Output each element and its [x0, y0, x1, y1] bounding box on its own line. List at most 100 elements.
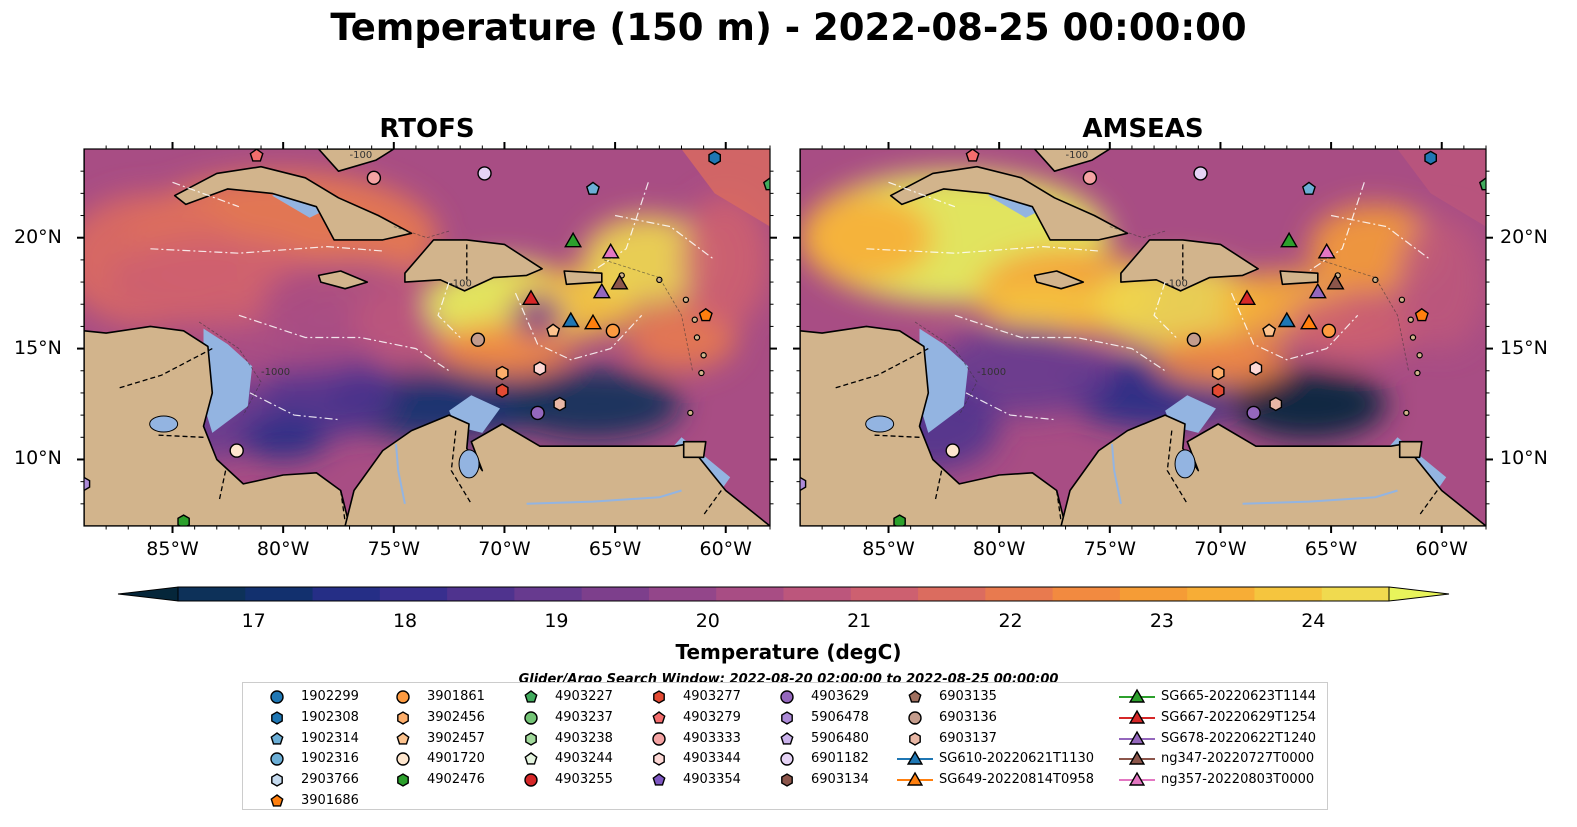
colorbar-segment: [1052, 587, 1121, 601]
marker-1902308: [708, 150, 721, 166]
eez-boundaries: [150, 181, 716, 421]
colorbar-segment: [1187, 587, 1255, 601]
land-trinidad: [1398, 440, 1423, 459]
legend-marker: [397, 710, 409, 725]
lat-tick-label: 15°N: [14, 336, 62, 359]
colorbar-segment: [648, 587, 717, 601]
colorbar-tick-label: 18: [392, 610, 418, 632]
legend-label: 6901182: [811, 751, 869, 767]
colorbar-segment: [514, 587, 583, 601]
legend-marker: [908, 690, 922, 703]
axis-ticks: [77, 142, 777, 533]
colorbar-segment: [178, 587, 246, 601]
land-puertorico: [563, 270, 603, 286]
legend-marker: [270, 690, 284, 704]
marker-4903333: [1082, 170, 1098, 186]
marker-3902457: [546, 323, 561, 337]
colorbar: [117, 586, 1450, 602]
land-cuba: [173, 165, 413, 241]
contour-label: -100: [1165, 278, 1188, 289]
legend-label: 1902314: [301, 730, 359, 746]
river: [1242, 489, 1398, 505]
legend-marker: [781, 773, 793, 787]
legend-marker: [909, 731, 921, 746]
panel-title-rtofs: RTOFS: [379, 114, 475, 144]
eez-boundaries: [866, 181, 1432, 421]
land-jamaica: [1033, 270, 1085, 290]
legend-marker: [652, 710, 666, 724]
lake-maracaibo: [1174, 449, 1196, 479]
colorbar-tick-label: 20: [695, 610, 720, 632]
legend-label: 4903629: [811, 689, 869, 704]
colorbar-tick-label: 22: [998, 610, 1023, 632]
marker-SG667-20220629T1254: [1237, 289, 1257, 305]
legend-label: 3902456: [427, 709, 485, 725]
legend-marker: [1119, 709, 1155, 724]
map-panel-amseas: -1000 -100 -100: [800, 149, 1486, 526]
colorbar-segment: [447, 587, 515, 601]
lon-tick-label: 80°W: [256, 538, 310, 560]
marker-SG649-20220814T0958: [1299, 313, 1319, 330]
marker-4903227: [762, 177, 770, 191]
legend-label: 3901861: [427, 689, 485, 704]
legend-label: 6903136: [939, 709, 997, 725]
colorbar-tick-label: 24: [1301, 610, 1326, 632]
contour-label: -1000: [977, 367, 1006, 378]
legend-label: SG667-20220629T1254: [1161, 709, 1317, 725]
lon-tick-label: 80°W: [972, 538, 1026, 560]
contour-label: -100: [449, 278, 472, 289]
marker-4901720: [229, 443, 244, 458]
land-hispaniola: [1120, 239, 1259, 292]
depth-contours: [198, 226, 693, 416]
marker-3901861: [605, 323, 621, 339]
legend-marker: [397, 773, 409, 787]
legend-marker: [524, 711, 538, 725]
marker-4903277: [1211, 383, 1225, 399]
colorbar-segment: [312, 587, 381, 601]
legend-marker: [653, 690, 665, 704]
legend-label: ng357-20220803T0000: [1161, 772, 1315, 788]
colorbar-tick-label: 21: [847, 610, 872, 632]
colorbar-segment: [245, 587, 314, 601]
marker-6901182: [1193, 166, 1208, 181]
marker-SG610-20220621T1130: [561, 311, 580, 328]
legend-label: 4903344: [683, 751, 741, 767]
legend-label: SG678-20220622T1240: [1161, 730, 1317, 746]
legend-label: SG665-20220623T1144: [1161, 689, 1317, 704]
marker-4903227: [1478, 177, 1486, 191]
marker-5906478: [84, 476, 91, 492]
colorbar-segment: [1254, 587, 1323, 601]
map-panel-rtofs: -1000 -100 -100: [84, 149, 770, 526]
marker-1902314: [1301, 181, 1316, 195]
river: [395, 443, 406, 504]
lat-tick-label: 20°N: [1500, 225, 1548, 248]
colorbar-segment: [783, 587, 852, 601]
map-frame: [83, 148, 771, 527]
legend-marker: [270, 731, 284, 745]
colorbar-segment: [850, 587, 919, 601]
legend-label: ng347-20220727T0000: [1161, 751, 1315, 767]
colorbar-extend-high: [1388, 586, 1450, 602]
land-jamaica: [317, 270, 369, 290]
contour-label: -100: [350, 150, 373, 161]
legend-marker: [1119, 750, 1155, 766]
colorbar-tick-label: 19: [544, 610, 569, 632]
legend-label: 4903238: [555, 730, 613, 746]
contour-label: -100: [1066, 150, 1089, 161]
marker-4902476: [893, 514, 906, 526]
legend-marker: [270, 752, 284, 767]
legend-label: 4903354: [683, 772, 741, 788]
lat-tick-label: 10°N: [14, 447, 62, 470]
legend-marker: [396, 731, 410, 745]
colorbar-extend-low: [117, 586, 179, 602]
lon-tick-label: 65°W: [1304, 538, 1358, 560]
marker-1902314: [585, 181, 600, 195]
colorbar-segment: [716, 587, 784, 601]
legend-marker: [897, 750, 933, 766]
marker-4903629: [530, 405, 545, 421]
legend-label: 6903137: [939, 730, 997, 746]
legend-marker: [396, 690, 410, 704]
legend-marker: [1119, 688, 1155, 703]
legend-label: 6903134: [811, 772, 869, 788]
colorbar-segment: [1119, 587, 1188, 601]
